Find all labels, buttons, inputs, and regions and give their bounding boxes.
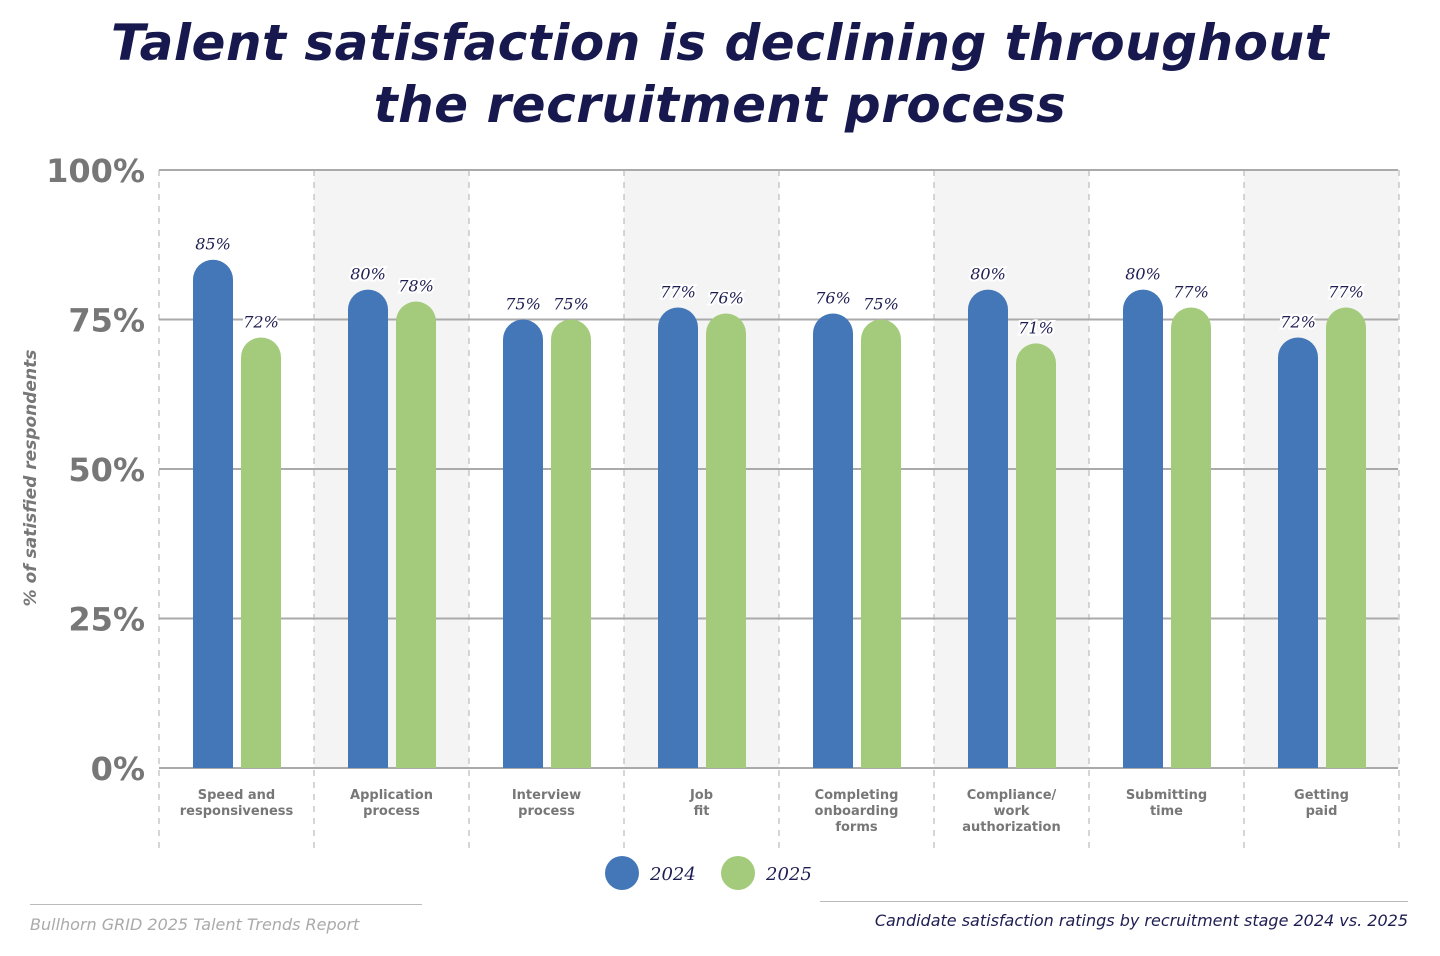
chart-caption: Candidate satisfaction ratings by recrui… <box>874 911 1408 930</box>
data-label: 85% <box>195 235 231 254</box>
chart-title: Talent satisfaction is declining through… <box>0 12 1440 136</box>
bar-2024 <box>1278 337 1318 768</box>
data-label: 80% <box>350 265 386 284</box>
footer-divider-left <box>30 904 422 905</box>
category-label: Job <box>689 788 713 803</box>
legend-label: 2025 <box>765 864 812 885</box>
data-label: 76% <box>815 289 851 308</box>
legend-label: 2024 <box>649 864 696 885</box>
bar-2025 <box>706 313 746 768</box>
data-label: 75% <box>505 295 541 314</box>
category-label: Completing <box>815 788 899 803</box>
data-label: 76% <box>708 289 744 308</box>
data-label: 72% <box>243 312 279 331</box>
category-label: responsiveness <box>180 804 294 819</box>
category-label: Getting <box>1294 788 1349 803</box>
y-tick-label: 0% <box>91 750 145 788</box>
bar-2024 <box>503 319 543 768</box>
bar-2025 <box>1016 343 1056 768</box>
footer-divider-right <box>820 901 1408 902</box>
title-line-1: Talent satisfaction is declining through… <box>111 14 1329 72</box>
data-label: 75% <box>553 295 589 314</box>
data-label: 80% <box>1125 265 1161 284</box>
bar-2025 <box>396 301 436 768</box>
category-label: process <box>363 804 420 819</box>
category-label: time <box>1150 804 1183 819</box>
category-label: Application <box>350 788 433 803</box>
bar-2024 <box>968 289 1008 768</box>
data-label: 71% <box>1018 318 1054 337</box>
category-label: work <box>994 804 1030 819</box>
data-label: 77% <box>1328 283 1364 302</box>
y-tick-label: 75% <box>68 302 145 340</box>
category-label: Speed and <box>198 788 275 803</box>
y-axis-label: % of satisfied respondents <box>21 349 41 607</box>
bar-2024 <box>193 259 233 768</box>
bar-2025 <box>551 319 591 768</box>
data-label: 78% <box>398 277 434 296</box>
legend-marker-2024 <box>605 856 639 890</box>
bar-2024 <box>348 289 388 768</box>
category-label: Interview <box>512 788 581 803</box>
category-label: authorization <box>962 820 1061 835</box>
data-label: 72% <box>1280 312 1316 331</box>
bar-2025 <box>1171 307 1211 768</box>
bar-2025 <box>241 337 281 768</box>
bar-2025 <box>861 319 901 768</box>
bar-2024 <box>658 307 698 768</box>
data-label: 80% <box>970 265 1006 284</box>
y-tick-label: 100% <box>46 152 145 190</box>
data-label: 75% <box>863 295 899 314</box>
category-label: process <box>518 804 575 819</box>
y-tick-label: 25% <box>68 601 145 639</box>
category-label: onboarding <box>815 804 899 819</box>
data-label: 77% <box>1173 283 1209 302</box>
data-label: 77% <box>660 283 696 302</box>
category-label: forms <box>835 820 878 835</box>
legend-marker-2025 <box>721 856 755 890</box>
category-label: paid <box>1306 804 1338 819</box>
y-tick-label: 50% <box>68 451 145 489</box>
bar-2024 <box>1123 289 1163 768</box>
bar-2025 <box>1326 307 1366 768</box>
category-label: Compliance/ <box>967 788 1057 803</box>
title-line-2: the recruitment process <box>373 76 1067 134</box>
category-label: Submitting <box>1126 788 1207 803</box>
category-label: fit <box>694 804 710 819</box>
bar-2024 <box>813 313 853 768</box>
source-note: Bullhorn GRID 2025 Talent Trends Report <box>30 915 360 934</box>
